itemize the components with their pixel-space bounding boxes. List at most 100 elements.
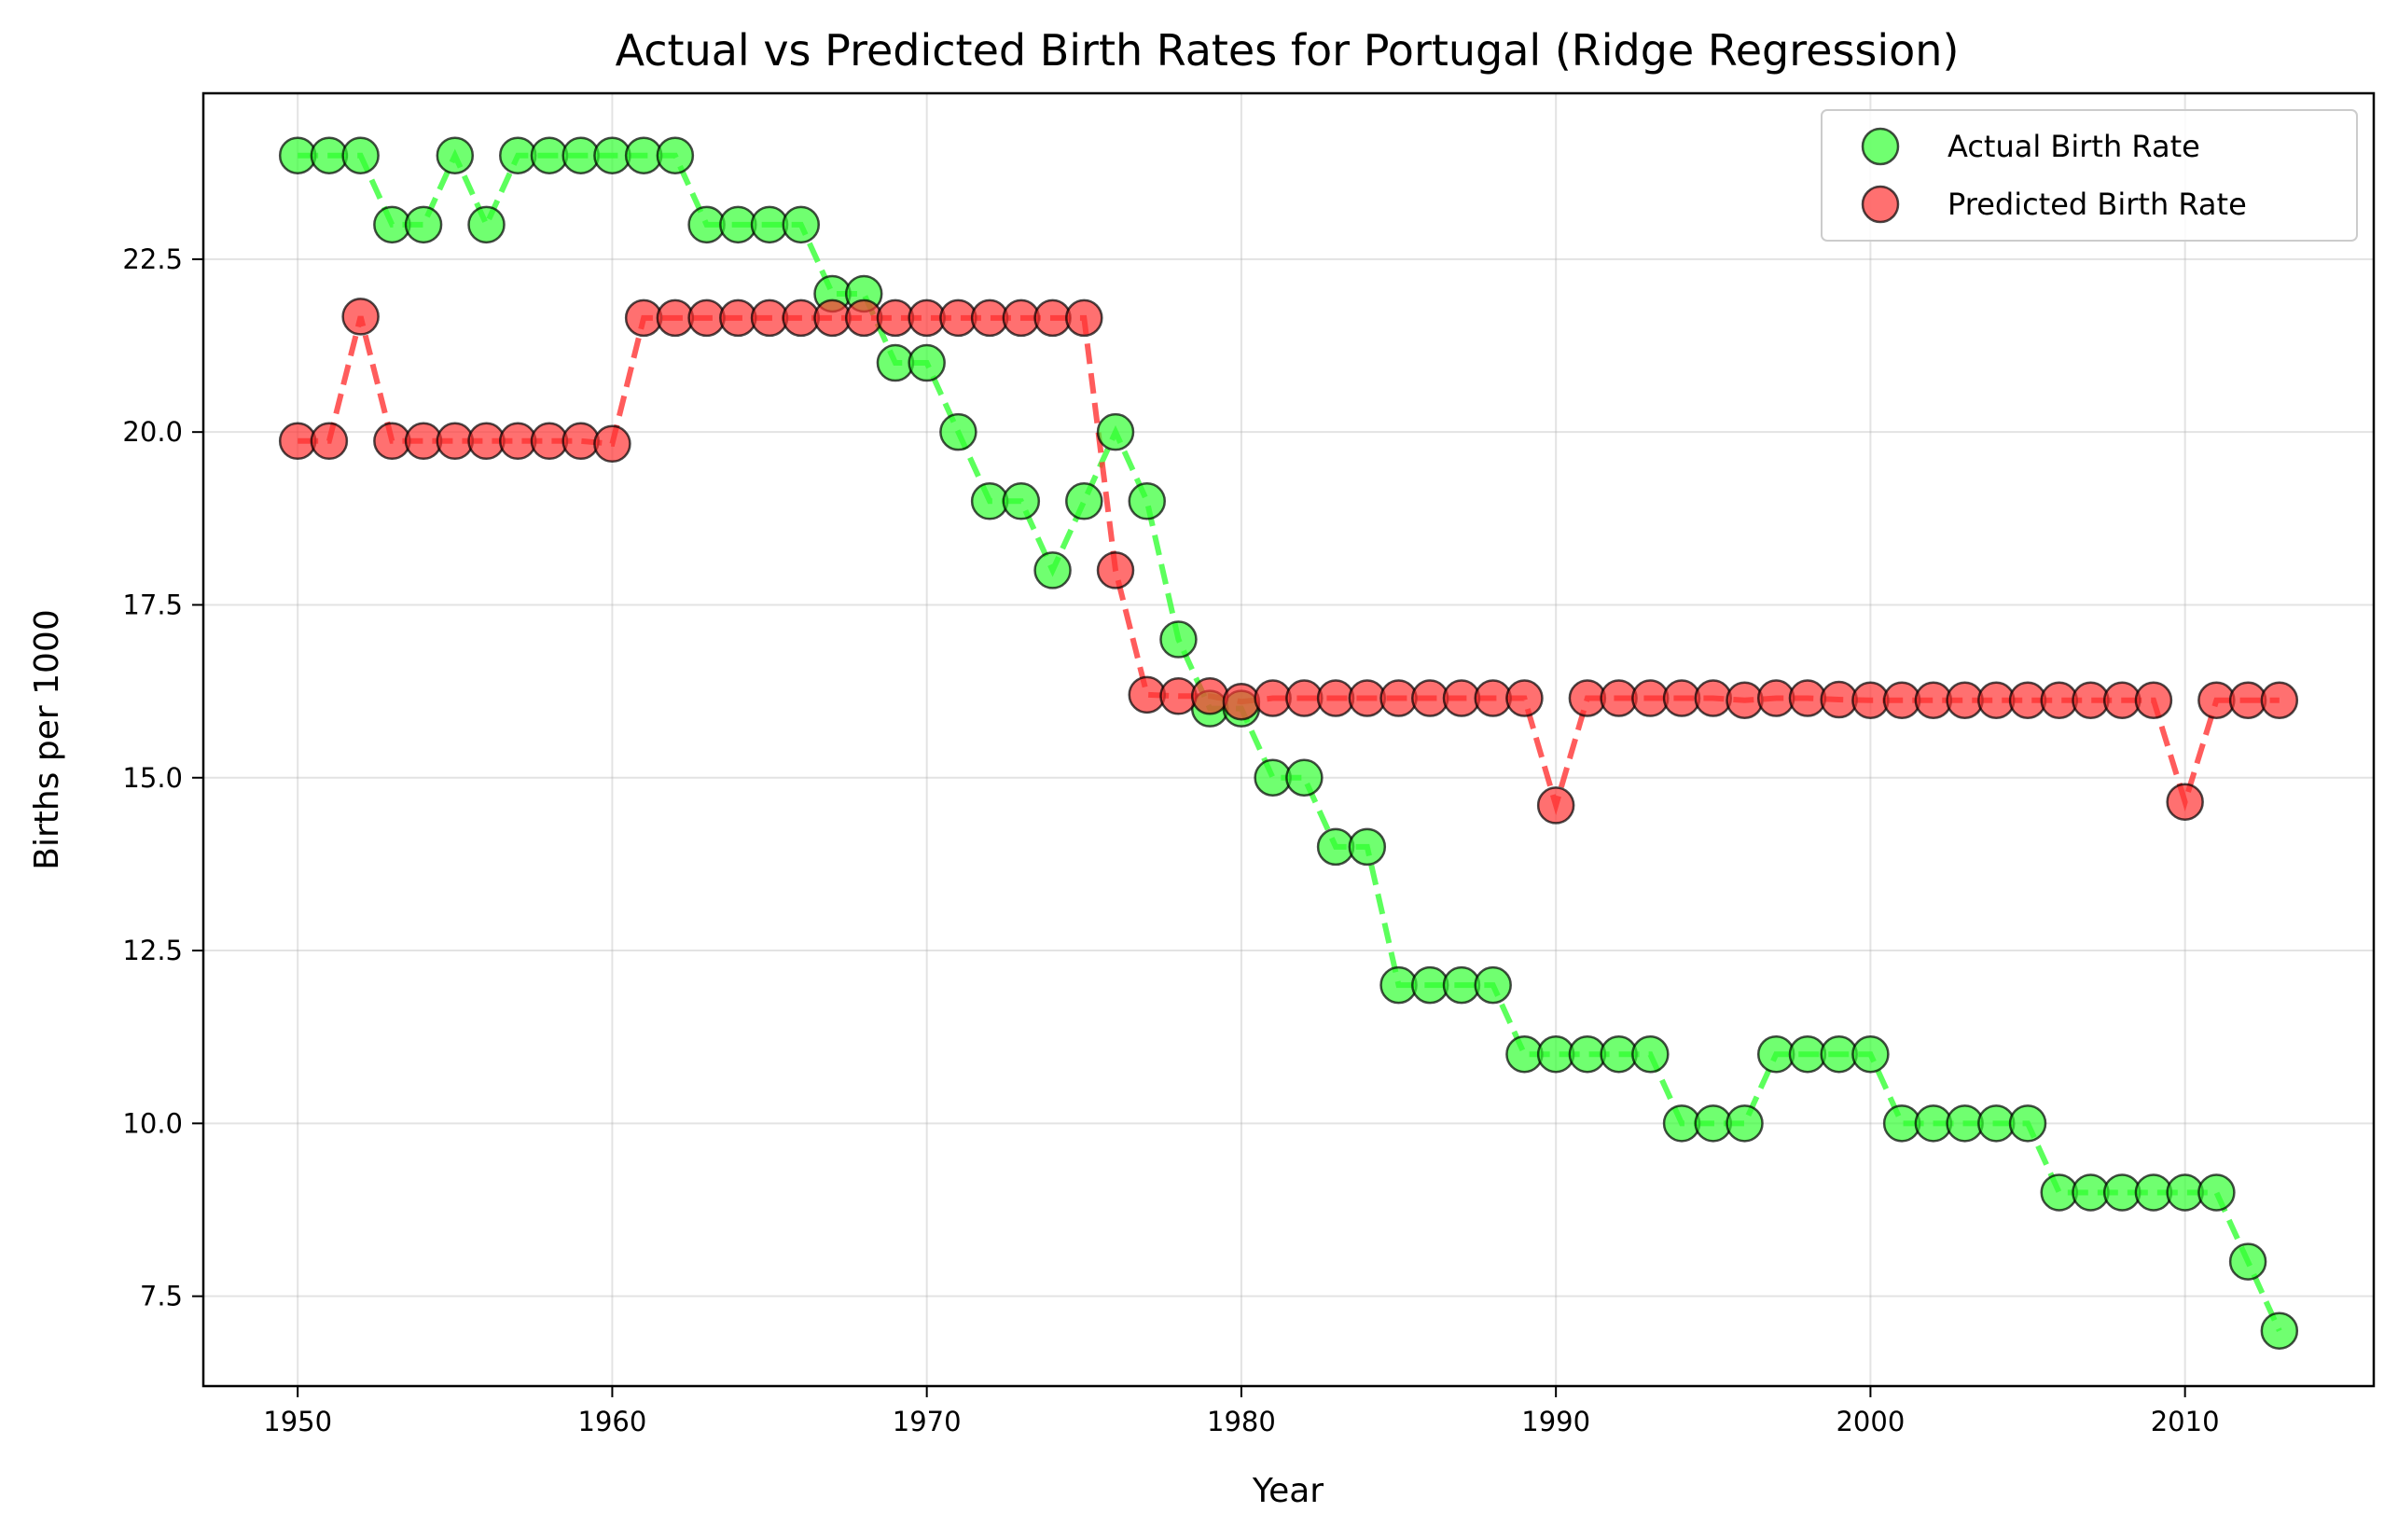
actual-point xyxy=(1946,1104,1984,1143)
actual-point xyxy=(719,205,757,244)
x-tick-label: 2000 xyxy=(1836,1406,1905,1437)
actual-point xyxy=(404,205,443,244)
predicted-point xyxy=(1788,679,1827,717)
predicted-point xyxy=(1977,681,2016,719)
y-tick-label: 10.0 xyxy=(122,1107,183,1139)
predicted-point xyxy=(1474,679,1512,717)
actual-point xyxy=(1065,482,1103,520)
predicted-point xyxy=(1033,298,1072,338)
predicted-point xyxy=(908,298,946,338)
predicted-point xyxy=(1694,679,1733,717)
actual-point xyxy=(1159,620,1198,659)
legend-box xyxy=(1821,109,2358,242)
predicted-point xyxy=(1379,679,1418,717)
x-tick-label: 1950 xyxy=(263,1406,332,1437)
legend-marker-predicted xyxy=(1861,185,1900,224)
predicted-point xyxy=(813,298,852,338)
actual-point xyxy=(2102,1173,2142,1212)
actual-point xyxy=(499,136,537,174)
actual-point xyxy=(2040,1173,2078,1212)
predicted-point xyxy=(404,422,443,461)
predicted-point xyxy=(2197,681,2236,719)
predicted-point xyxy=(782,298,821,338)
predicted-point xyxy=(1254,679,1292,717)
actual-point xyxy=(1128,482,1166,520)
predicted-point xyxy=(2134,681,2173,719)
actual-point xyxy=(2134,1173,2173,1212)
actual-point xyxy=(1568,1034,1607,1074)
y-tick-label: 17.5 xyxy=(122,589,183,620)
actual-point xyxy=(1882,1104,1921,1143)
actual-point xyxy=(2072,1173,2110,1212)
actual-point xyxy=(1977,1104,2016,1143)
x-tick-label: 1960 xyxy=(578,1406,647,1437)
actual-point xyxy=(1316,827,1355,867)
predicted-point xyxy=(1914,681,1953,719)
predicted-point xyxy=(593,424,631,464)
actual-point xyxy=(656,136,695,174)
predicted-point xyxy=(656,298,695,338)
actual-point xyxy=(624,136,663,174)
predicted-point xyxy=(1190,677,1229,715)
y-tick-label: 7.5 xyxy=(140,1281,183,1312)
predicted-point xyxy=(1946,681,1984,719)
predicted-point xyxy=(1411,679,1449,717)
legend-label-predicted: Predicted Birth Rate xyxy=(1948,187,2247,222)
actual-point xyxy=(750,205,789,244)
predicted-point xyxy=(939,298,977,338)
predicted-point xyxy=(2260,681,2299,719)
actual-point xyxy=(1033,551,1072,590)
predicted-point xyxy=(2008,681,2047,719)
legend-label-actual: Actual Birth Rate xyxy=(1948,129,2200,164)
plot-frame xyxy=(201,91,2376,1388)
actual-point xyxy=(1694,1104,1733,1143)
predicted-point xyxy=(1348,679,1387,717)
predicted-point xyxy=(1002,298,1041,338)
predicted-point xyxy=(2166,783,2204,821)
actual-point xyxy=(1914,1104,1953,1143)
actual-point xyxy=(467,205,506,244)
predicted-point xyxy=(876,298,915,338)
actual-point xyxy=(1096,412,1135,451)
y-tick-label: 15.0 xyxy=(122,762,183,794)
predicted-point xyxy=(1096,551,1135,590)
actual-point xyxy=(2008,1104,2047,1143)
x-tick-label: 1970 xyxy=(893,1406,962,1437)
actual-point xyxy=(2228,1242,2267,1281)
predicted-point xyxy=(1159,677,1198,715)
predicted-point xyxy=(1662,679,1701,717)
actual-point xyxy=(1254,758,1292,798)
actual-point xyxy=(1756,1034,1795,1074)
actual-point xyxy=(1002,482,1041,520)
y-tick-label: 20.0 xyxy=(122,416,183,448)
legend-marker-actual xyxy=(1861,127,1900,166)
actual-point xyxy=(1631,1034,1670,1074)
predicted-point xyxy=(1631,679,1670,717)
x-tick-label: 1990 xyxy=(1521,1406,1590,1437)
chart-title: Actual vs Predicted Birth Rates for Port… xyxy=(616,25,1960,76)
actual-point xyxy=(970,482,1009,520)
actual-point xyxy=(530,136,569,174)
actual-point xyxy=(561,136,600,174)
actual-point xyxy=(1536,1034,1575,1074)
predicted-point xyxy=(1442,679,1481,717)
predicted-point xyxy=(1726,681,1764,719)
actual-point xyxy=(278,136,317,174)
y-tick-label: 22.5 xyxy=(122,243,183,275)
actual-point xyxy=(1285,758,1324,798)
predicted-point xyxy=(2072,681,2110,719)
predicted-point xyxy=(310,422,349,461)
predicted-point xyxy=(373,422,411,461)
predicted-point xyxy=(1316,679,1355,717)
actual-point xyxy=(1600,1034,1638,1074)
predicted-point xyxy=(1536,786,1575,825)
actual-point xyxy=(1348,827,1387,867)
actual-point xyxy=(1474,965,1512,1005)
actual-point xyxy=(876,343,915,382)
actual-point xyxy=(1411,965,1449,1005)
actual-point xyxy=(1851,1034,1890,1074)
predicted-point xyxy=(624,298,663,338)
predicted-point xyxy=(1851,681,1890,719)
